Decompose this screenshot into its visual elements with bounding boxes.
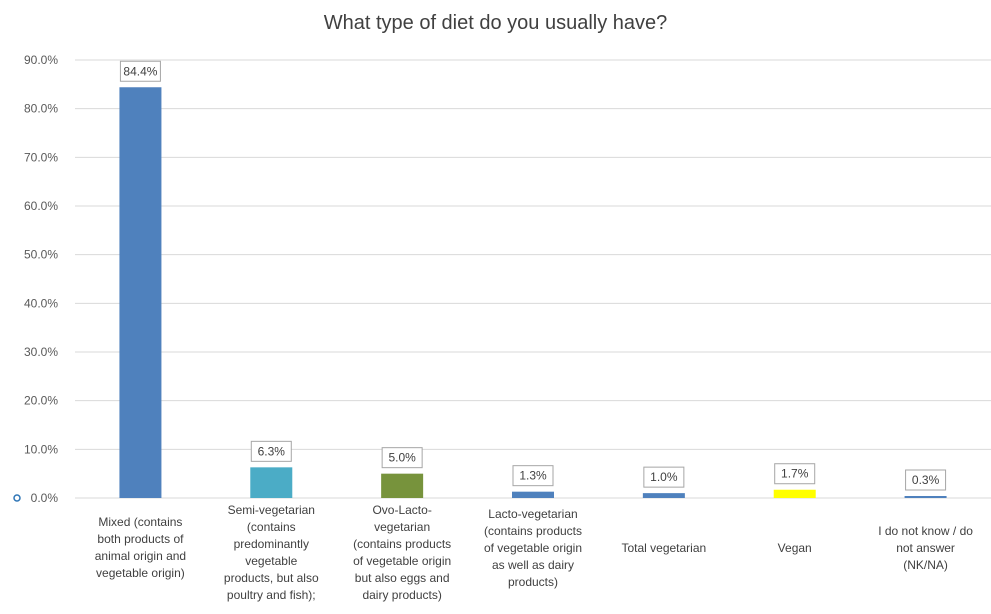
category-label-line: Semi-vegetarian [227, 503, 315, 517]
bar [250, 467, 293, 498]
data-label-box [905, 469, 947, 491]
category-label-line: (contains products [483, 523, 583, 538]
gridlines [75, 59, 991, 499]
y-axis-ticks: 0.0% 10.0% 20.0% 30.0% 40.0% 50.0% 60.0% 70.0% 8… [24, 53, 58, 505]
category-label-line: poultry and fish); [226, 588, 316, 602]
data-label: 6.3% [258, 444, 286, 458]
bar [512, 491, 554, 498]
category-label-line: products, but also [223, 571, 319, 585]
x-category-label: Total vegetarian [598, 540, 730, 557]
y-tick-label: 90.0% [24, 53, 58, 67]
x-category-label: I do not know / do not answer (NK/NA) [860, 523, 991, 574]
y-tick-label: 70.0% [24, 150, 58, 164]
data-label: 1.7% [781, 467, 809, 481]
category-label-line: as well as dairy [491, 557, 575, 572]
data-label-box [381, 447, 423, 469]
chart-title: What type of diet do you usually have? [323, 12, 668, 34]
bar [381, 473, 424, 498]
category-label-line: both products of [97, 532, 184, 546]
category-label-line: of vegetable origin [483, 540, 583, 555]
data-label-box [643, 466, 685, 488]
category-label-line: Ovo-Lacto- [372, 503, 432, 517]
x-category-label: Mixed (contains both products of animal or… [74, 514, 206, 582]
category-label-line: (contains [246, 520, 296, 534]
data-label-box [119, 60, 161, 82]
y-tick-label: 50.0% [24, 248, 58, 262]
category-label-line: products) [507, 574, 559, 589]
category-label-line: predominantly [233, 537, 309, 551]
y-tick-label: 80.0% [24, 102, 58, 116]
category-label-line: not answer [896, 540, 955, 555]
category-label-line: Mixed (contains [98, 515, 183, 529]
category-label-line: Lacto-vegetarian [488, 506, 578, 521]
category-label-line: I do not know / do [878, 523, 973, 538]
bar [642, 493, 685, 498]
data-label: 5.0% [388, 451, 416, 465]
category-label-line: Total vegetarian [621, 540, 707, 555]
x-category-label: Vegan [729, 540, 861, 557]
data-label-box [774, 463, 816, 485]
bars [119, 87, 947, 499]
y-tick-label: 30.0% [24, 345, 58, 359]
data-label: 1.0% [650, 470, 678, 484]
category-label-line: vegetarian [374, 520, 431, 534]
data-label-box [512, 465, 554, 487]
x-category-label: Ovo-Lacto-vegetarian (contains products of… [336, 502, 468, 604]
bar [904, 496, 947, 498]
category-label-line: of vegetable origin [353, 554, 452, 568]
y-tick-label: 40.0% [24, 296, 58, 310]
data-labels: 84.4% 6.3% 5.0% 1.3% 1.0% 1.7% 0.3% [119, 60, 947, 491]
data-label-box [250, 440, 292, 462]
y-tick-label: 10.0% [24, 442, 58, 456]
bar [773, 489, 816, 498]
y-tick-label: 20.0% [24, 394, 58, 408]
category-label-line: animal origin and [94, 549, 187, 563]
data-label: 0.3% [912, 473, 940, 487]
category-label-line: dairy products) [362, 588, 442, 602]
bar [119, 87, 162, 499]
category-label-line: vegetable [245, 554, 298, 568]
x-category-label: Lacto-vegetarian (contains products of veg… [467, 506, 599, 591]
category-label-line: Vegan [777, 540, 812, 555]
x-category-label: Semi-vegetarian (contains predominantly veg… [205, 502, 337, 604]
category-label-line: (contains products [353, 537, 452, 551]
category-label-line: (NK/NA) [903, 557, 948, 572]
data-label: 84.4% [123, 64, 157, 78]
y-tick-label: 60.0% [24, 199, 58, 213]
y-tick-label: 0.0% [31, 491, 59, 505]
category-label-line: vegetable origin) [96, 566, 185, 580]
data-label: 1.3% [519, 469, 547, 483]
axis-marker-icon [13, 494, 21, 502]
category-label-line: but also eggs and [354, 571, 450, 585]
